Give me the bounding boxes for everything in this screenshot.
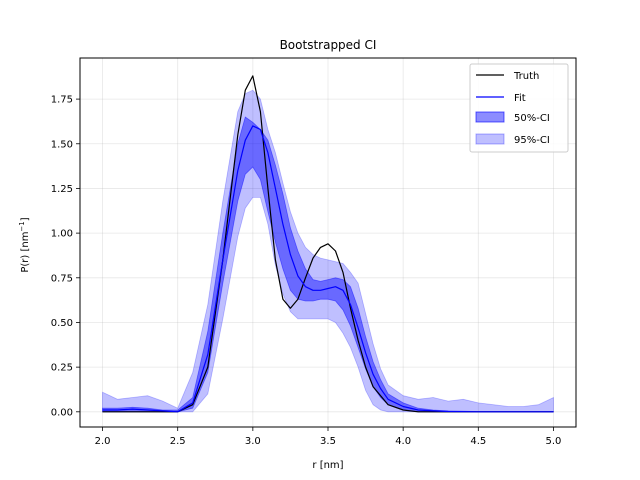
fit-line xyxy=(102,125,554,413)
x-tick-label: 4.5 xyxy=(470,436,486,447)
y-axis-label-superscript: −1 xyxy=(18,221,26,231)
y-tick-label: 1.25 xyxy=(51,184,73,195)
x-tick-label: 5.0 xyxy=(546,436,562,447)
y-axis-label-close: ] xyxy=(20,217,31,221)
y-tick-label: 0.00 xyxy=(51,407,73,418)
y-axis-ticks: 0.00 0.25 0.50 0.75 1.00 1.25 1.50 1.75 xyxy=(51,95,80,418)
y-axis-label-main: P(r) [nm xyxy=(20,232,31,273)
chart-title: Bootstrapped CI xyxy=(280,38,377,52)
legend-label-fit: Fit xyxy=(514,93,526,104)
y-tick-label: 1.50 xyxy=(51,139,73,150)
x-axis-label: r [nm] xyxy=(312,460,343,471)
x-tick-label: 3.0 xyxy=(245,436,261,447)
x-tick-label: 4.0 xyxy=(395,436,411,447)
x-tick-label: 2.0 xyxy=(95,436,111,447)
legend-swatch-ci50 xyxy=(475,111,505,123)
legend-swatch-ci95 xyxy=(475,133,505,145)
legend-box xyxy=(469,63,569,153)
y-axis-label: P(r) [nm−1] xyxy=(18,217,31,272)
legend: Truth Fit 50%-CI 95%-CI xyxy=(469,63,569,153)
y-tick-label: 1.75 xyxy=(51,95,73,106)
y-tick-label: 0.25 xyxy=(51,363,73,374)
y-tick-label: 0.75 xyxy=(51,273,73,284)
legend-label-ci50: 50%-CI xyxy=(514,113,550,124)
x-tick-label: 2.5 xyxy=(170,436,186,447)
y-tick-label: 0.50 xyxy=(51,318,73,329)
truth-line xyxy=(102,75,554,413)
legend-label-truth: Truth xyxy=(513,71,539,82)
x-axis-ticks: 2.0 2.5 3.0 3.5 4.0 4.5 5.0 xyxy=(95,427,562,447)
legend-label-ci95: 95%-CI xyxy=(514,135,550,146)
x-tick-label: 3.5 xyxy=(320,436,336,447)
y-tick-label: 1.00 xyxy=(51,229,73,240)
series-lines xyxy=(102,75,554,413)
